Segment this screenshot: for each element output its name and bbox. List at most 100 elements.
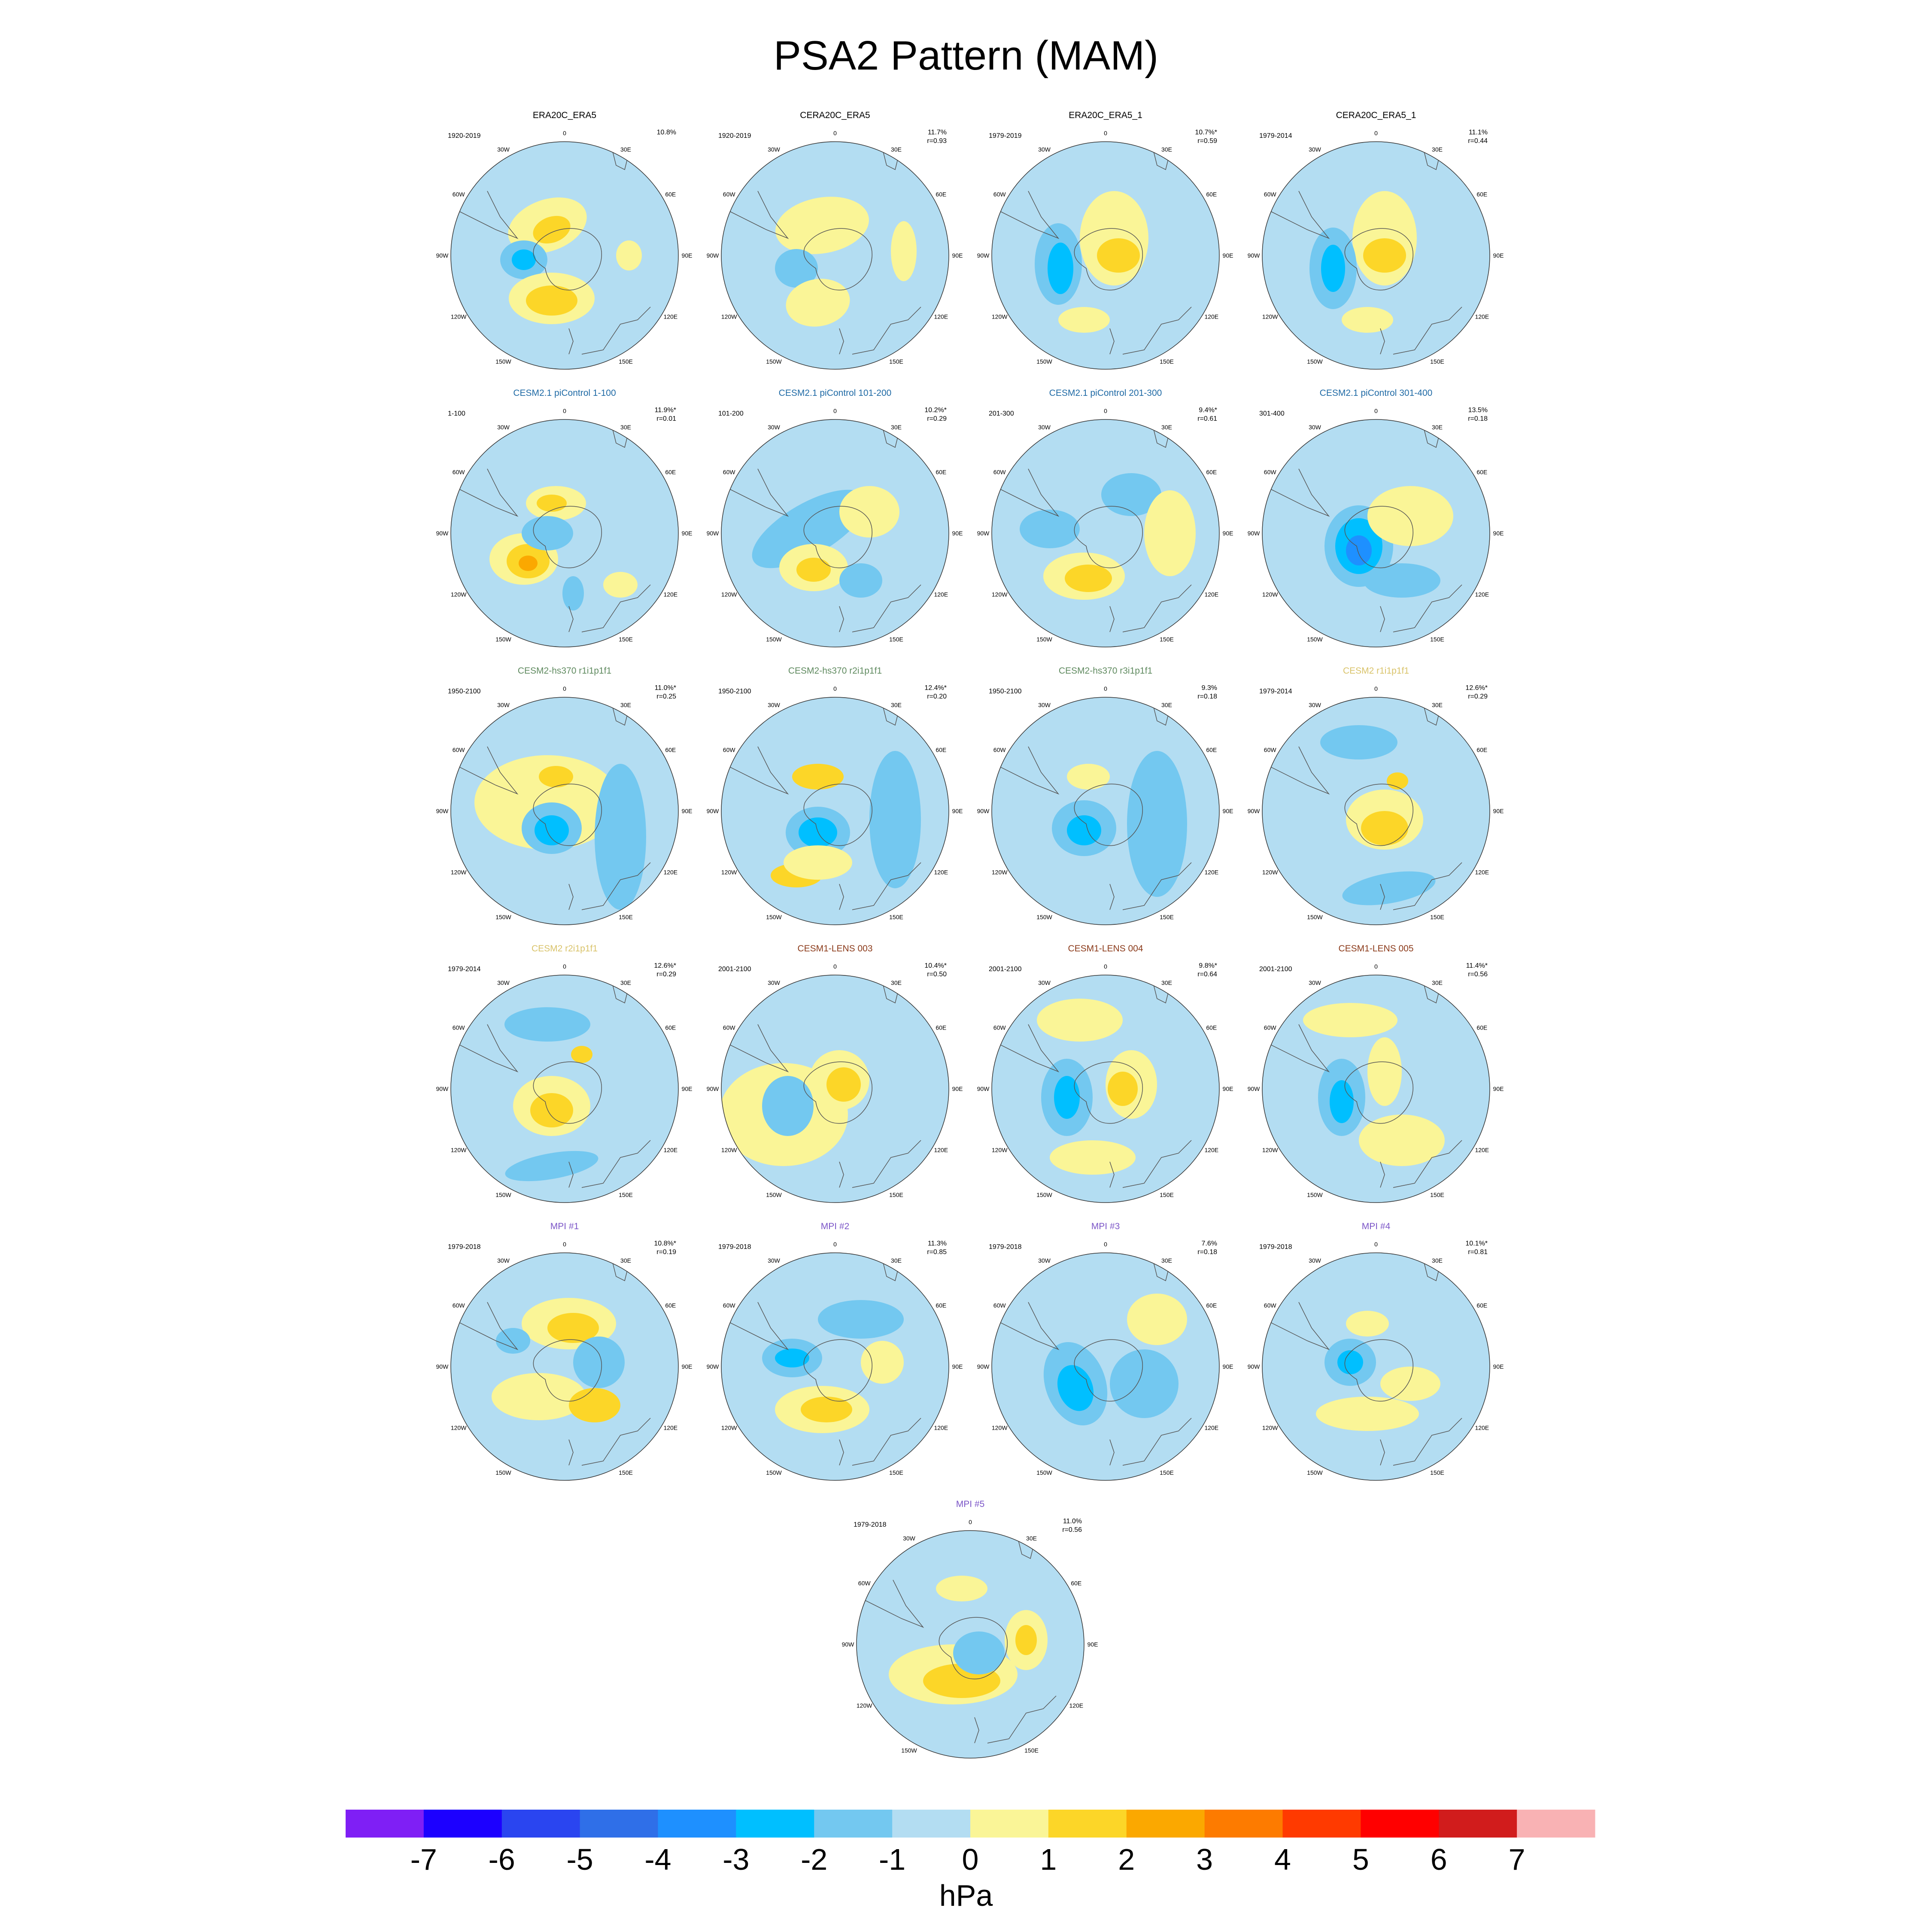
anomaly-contour xyxy=(573,1337,625,1388)
coastline xyxy=(1393,862,1462,910)
anomaly-contour xyxy=(1321,245,1345,292)
longitude-label: 0 xyxy=(969,1519,972,1525)
longitude-label: 120E xyxy=(663,591,677,598)
panel-stats: 11.0% r=0.56 xyxy=(1062,1517,1082,1534)
anomaly-contour xyxy=(936,1576,987,1601)
coastline xyxy=(987,1695,1057,1744)
longitude-label: 90W xyxy=(1248,530,1261,537)
longitude-label: 0 xyxy=(833,963,837,970)
coastline xyxy=(568,1161,574,1188)
longitude-label: 30E xyxy=(620,146,631,153)
longitude-label: 90E xyxy=(682,1085,693,1092)
map-background xyxy=(451,142,678,369)
longitude-label: 30E xyxy=(620,1257,631,1264)
longitude-label: 90E xyxy=(952,530,963,537)
map-panel: CESM1-LENS 003 2001-2100 10.4%* r=0.50 0 30E 6… xyxy=(706,943,964,1209)
anomaly-contour xyxy=(1020,510,1080,548)
longitude-label: 30W xyxy=(1038,979,1051,986)
longitude-label: 0 xyxy=(1374,685,1378,692)
longitude-label: 30E xyxy=(891,1257,902,1264)
coastline xyxy=(611,148,629,170)
longitude-label: 90E xyxy=(682,808,693,814)
longitude-label: 120E xyxy=(1204,1425,1218,1431)
longitude-label: 180 xyxy=(1100,930,1111,931)
explained-variance: 9.8%* xyxy=(1199,962,1217,969)
longitude-label: 30W xyxy=(497,702,510,708)
colorbar-tick-label: 3 xyxy=(1196,1843,1213,1876)
coastline xyxy=(974,1717,979,1744)
longitude-label: 150W xyxy=(1036,358,1052,365)
longitude-label: 30W xyxy=(497,979,510,986)
longitude-label: 90W xyxy=(707,252,720,259)
longitude-label: 0 xyxy=(1104,1241,1107,1248)
longitude-label: 120W xyxy=(721,313,737,320)
anomaly-contour xyxy=(1101,473,1161,516)
longitude-label: 60E xyxy=(1476,747,1487,753)
anomaly-contour xyxy=(1127,1294,1187,1345)
longitude-label: 90W xyxy=(977,252,990,259)
longitude-label: 150E xyxy=(1430,914,1444,920)
coastline xyxy=(1344,784,1413,846)
anomaly-contour xyxy=(1303,1003,1397,1037)
panel-period: 1979-2018 xyxy=(989,1243,1022,1251)
coastline xyxy=(839,328,844,355)
panel-stats: 11.4%* r=0.56 xyxy=(1466,962,1488,979)
longitude-label: 180 xyxy=(559,374,570,376)
longitude-label: 150E xyxy=(1430,636,1444,643)
longitude-label: 120E xyxy=(1475,1425,1489,1431)
longitude-label: 30E xyxy=(891,146,902,153)
longitude-label: 60W xyxy=(993,747,1006,753)
coastline xyxy=(993,1024,1060,1072)
polar-map: 0 30E 60E 90E 120E 150E 180 150W 120W 90W 60W 30W xyxy=(1248,130,1504,376)
longitude-label: 150W xyxy=(1036,636,1052,643)
anomaly-contour xyxy=(616,240,642,270)
longitude-label: 180 xyxy=(830,652,840,653)
map-panel: CESM2.1 piControl 301-400 301-400 13.5% r=0… xyxy=(1247,387,1505,653)
anomaly-contour xyxy=(775,1349,809,1367)
anomaly-contour xyxy=(533,216,571,244)
explained-variance: 11.7% xyxy=(927,129,947,136)
coastline xyxy=(1109,1161,1115,1188)
panel-title: CERA20C_ERA5 xyxy=(800,110,870,120)
map-border xyxy=(991,141,1220,370)
anomaly-contour xyxy=(1050,1140,1136,1175)
coastline xyxy=(803,784,872,846)
panel-title: ERA20C_ERA5 xyxy=(532,110,597,120)
longitude-label: 30E xyxy=(1432,1257,1443,1264)
longitude-label: 60W xyxy=(723,1302,736,1309)
panel-title: CESM2-hs370 r3i1p1f1 xyxy=(1058,666,1153,676)
longitude-label: 180 xyxy=(1371,1485,1381,1487)
longitude-label: 0 xyxy=(1104,130,1107,137)
anomaly-contour xyxy=(1057,1365,1094,1411)
map-panel: CESM2.1 piControl 201-300 201-300 9.4%* r=0… xyxy=(977,387,1234,653)
anomaly-contour xyxy=(801,1397,852,1422)
colorbar-swatch xyxy=(346,1810,424,1838)
longitude-label: 180 xyxy=(559,1485,570,1487)
longitude-label: 30W xyxy=(497,424,510,431)
longitude-label: 150W xyxy=(766,358,782,365)
explained-variance: 13.5% xyxy=(1468,407,1488,414)
longitude-label: 150W xyxy=(766,1191,782,1198)
map-border xyxy=(1262,697,1490,925)
longitude-label: 180 xyxy=(1100,1208,1111,1209)
polar-map: 0 30E 60E 90E 120E 150E 180 150W 120W 90W 60W 30W xyxy=(977,130,1233,376)
map-border xyxy=(721,975,949,1203)
longitude-label: 90W xyxy=(1248,1363,1261,1370)
longitude-label: 0 xyxy=(563,130,566,137)
coastline xyxy=(581,307,651,355)
longitude-label: 180 xyxy=(1371,930,1381,931)
anomaly-contour xyxy=(474,755,620,850)
coastline xyxy=(1122,1140,1192,1188)
anomaly-contour xyxy=(1316,1397,1419,1431)
longitude-label: 30W xyxy=(903,1535,916,1542)
panel-period: 1979-2014 xyxy=(448,966,481,973)
longitude-label: 150E xyxy=(1160,914,1174,920)
pattern-correlation: r=0.61 xyxy=(1197,415,1217,422)
pattern-correlation: r=0.50 xyxy=(927,971,947,978)
polar-map: 0 30E 60E 90E 120E 150E 180 150W 120W 90W 60W 30W xyxy=(436,407,693,653)
coastline xyxy=(581,862,651,910)
longitude-label: 60E xyxy=(665,747,676,753)
colorbar-swatch xyxy=(423,1810,502,1838)
map-panel: CESM1-LENS 004 2001-2100 9.8%* r=0.64 0 30E 60… xyxy=(977,943,1234,1209)
longitude-label: 180 xyxy=(830,1208,840,1209)
